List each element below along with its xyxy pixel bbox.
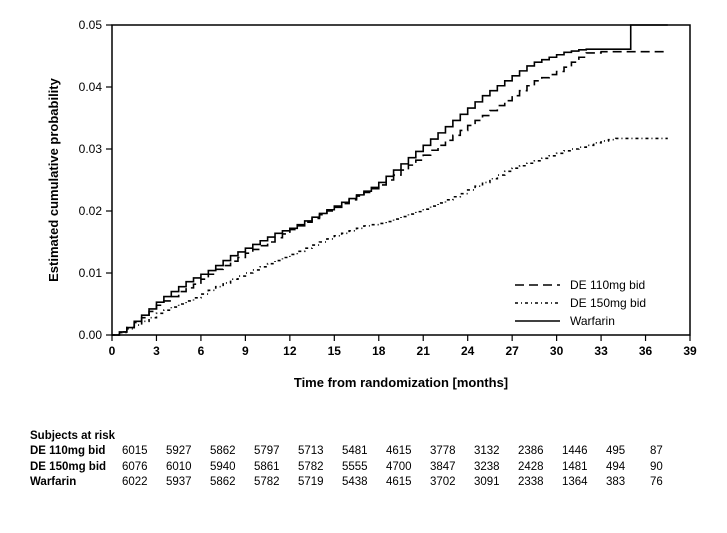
chart-svg: 0.000.010.020.030.040.050369121518212427… — [40, 15, 700, 395]
risk-cell: 5782 — [254, 475, 298, 491]
risk-cell: 5438 — [342, 475, 386, 491]
risk-cell: 2338 — [518, 475, 562, 491]
xtick-label: 6 — [198, 344, 205, 358]
risk-cell: 76 — [650, 475, 694, 491]
series-line — [112, 52, 668, 335]
risk-cell: 5861 — [254, 460, 298, 476]
risk-cell: 5940 — [210, 460, 254, 476]
risk-cell: 6010 — [166, 460, 210, 476]
xtick-label: 9 — [242, 344, 249, 358]
xtick-label: 33 — [594, 344, 608, 358]
xtick-label: 39 — [683, 344, 697, 358]
risk-cell: 4700 — [386, 460, 430, 476]
risk-cell: 3702 — [430, 475, 474, 491]
risk-cell: 5782 — [298, 460, 342, 476]
risk-cell: 90 — [650, 460, 694, 476]
risk-cell: 5862 — [210, 475, 254, 491]
xtick-label: 36 — [639, 344, 653, 358]
risk-cell: 1481 — [562, 460, 606, 476]
risk-cell: 494 — [606, 460, 650, 476]
risk-cell: 5862 — [210, 444, 254, 460]
risk-row: Warfarin60225937586257825719543846153702… — [30, 475, 710, 491]
subjects-at-risk-table: Subjects at risk DE 110mg bid60155927586… — [30, 430, 710, 491]
xlabel: Time from randomization [months] — [294, 375, 508, 390]
xtick-label: 15 — [328, 344, 342, 358]
risk-cell: 5937 — [166, 475, 210, 491]
risk-row-label: DE 150mg bid — [30, 460, 122, 476]
risk-cell: 6015 — [122, 444, 166, 460]
ytick-label: 0.00 — [79, 328, 103, 342]
risk-cell: 3238 — [474, 460, 518, 476]
ytick-label: 0.03 — [79, 142, 103, 156]
risk-cell: 3132 — [474, 444, 518, 460]
legend-label: Warfarin — [570, 314, 615, 328]
risk-cell: 4615 — [386, 444, 430, 460]
risk-cell: 87 — [650, 444, 694, 460]
xtick-label: 0 — [109, 344, 116, 358]
xtick-label: 21 — [417, 344, 431, 358]
ytick-label: 0.01 — [79, 266, 103, 280]
risk-row: DE 150mg bid6076601059405861578255554700… — [30, 460, 710, 476]
xtick-label: 30 — [550, 344, 564, 358]
risk-cell: 383 — [606, 475, 650, 491]
risk-cell: 1364 — [562, 475, 606, 491]
risk-row-label: DE 110mg bid — [30, 444, 122, 460]
km-chart: 0.000.010.020.030.040.050369121518212427… — [40, 15, 700, 395]
risk-row: DE 110mg bid6015592758625797571354814615… — [30, 444, 710, 460]
risk-cell: 4615 — [386, 475, 430, 491]
risk-cell: 1446 — [562, 444, 606, 460]
ytick-label: 0.02 — [79, 204, 103, 218]
xtick-label: 3 — [153, 344, 160, 358]
ytick-label: 0.05 — [79, 18, 103, 32]
risk-cell: 3847 — [430, 460, 474, 476]
ylabel: Estimated cumulative probability — [46, 77, 61, 281]
xtick-label: 24 — [461, 344, 475, 358]
risk-cell: 5797 — [254, 444, 298, 460]
risk-row-label: Warfarin — [30, 475, 122, 491]
legend-label: DE 110mg bid — [570, 278, 645, 292]
risk-cell: 5481 — [342, 444, 386, 460]
risk-cell: 2428 — [518, 460, 562, 476]
risk-cell: 5719 — [298, 475, 342, 491]
xtick-label: 12 — [283, 344, 297, 358]
risk-cell: 5555 — [342, 460, 386, 476]
legend-label: DE 150mg bid — [570, 296, 646, 310]
xtick-label: 27 — [505, 344, 519, 358]
risk-table-header: Subjects at risk — [30, 430, 710, 442]
risk-cell: 6076 — [122, 460, 166, 476]
risk-cell: 3091 — [474, 475, 518, 491]
risk-cell: 3778 — [430, 444, 474, 460]
ytick-label: 0.04 — [79, 80, 103, 94]
risk-cell: 6022 — [122, 475, 166, 491]
risk-cell: 5713 — [298, 444, 342, 460]
xtick-label: 18 — [372, 344, 386, 358]
risk-cell: 495 — [606, 444, 650, 460]
risk-cell: 5927 — [166, 444, 210, 460]
risk-cell: 2386 — [518, 444, 562, 460]
